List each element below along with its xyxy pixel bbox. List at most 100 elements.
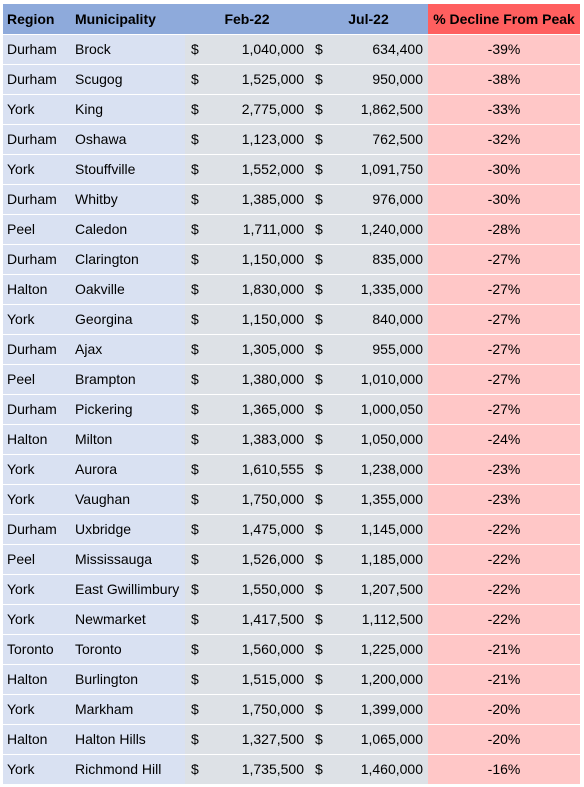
jul-currency-symbol: $ (309, 754, 331, 785)
feb-currency-symbol: $ (185, 574, 207, 605)
decline-percent-cell: -28% (428, 214, 580, 245)
municipality-cell: Richmond Hill (71, 754, 185, 785)
jul-currency-symbol: $ (309, 514, 331, 545)
jul-22-price-cell: 1,112,500 (331, 604, 428, 635)
region-cell: Toronto (3, 634, 71, 665)
feb-22-price-cell: 1,526,000 (207, 544, 309, 575)
feb-currency-symbol: $ (185, 214, 207, 245)
table-body: Durham Brock $1,040,000 $634,400 -39% Durham S… (3, 34, 580, 785)
feb-currency-symbol: $ (185, 544, 207, 575)
decline-percent-cell: -27% (428, 244, 580, 275)
feb-22-price-cell: 1,475,000 (207, 514, 309, 545)
table-row: York King $2,775,000 $1,862,500 -33% (3, 94, 580, 125)
municipality-cell: Oshawa (71, 124, 185, 155)
feb-currency-symbol: $ (185, 664, 207, 695)
municipality-cell: Georgina (71, 304, 185, 335)
feb-22-price-cell: 1,610,555 (207, 454, 309, 485)
decline-percent-cell: -20% (428, 694, 580, 725)
table-row: Durham Whitby $1,385,000 $976,000 -30% (3, 184, 580, 215)
feb-22-price-cell: 1,040,000 (207, 34, 309, 65)
feb-currency-symbol: $ (185, 274, 207, 305)
region-cell: York (3, 454, 71, 485)
table-row: Durham Ajax $1,305,000 $955,000 -27% (3, 334, 580, 365)
decline-percent-cell: -32% (428, 124, 580, 155)
table-row: Halton Burlington $1,515,000 $1,200,000 -21% (3, 664, 580, 695)
region-cell: Peel (3, 214, 71, 245)
feb-22-price-cell: 1,711,000 (207, 214, 309, 245)
feb-currency-symbol: $ (185, 64, 207, 95)
region-cell: Durham (3, 124, 71, 155)
municipality-cell: Scugog (71, 64, 185, 95)
decline-percent-cell: -30% (428, 154, 580, 185)
decline-percent-cell: -20% (428, 724, 580, 755)
header-region: Region (3, 4, 71, 35)
jul-currency-symbol: $ (309, 214, 331, 245)
region-cell: York (3, 304, 71, 335)
region-cell: York (3, 574, 71, 605)
region-cell: Durham (3, 514, 71, 545)
decline-percent-cell: -21% (428, 664, 580, 695)
table-row: York Newmarket $1,417,500 $1,112,500 -22% (3, 604, 580, 635)
jul-22-price-cell: 1,010,000 (331, 364, 428, 395)
municipality-cell: Brampton (71, 364, 185, 395)
feb-22-price-cell: 1,365,000 (207, 394, 309, 425)
feb-22-price-cell: 1,750,000 (207, 484, 309, 515)
jul-22-price-cell: 1,207,500 (331, 574, 428, 605)
feb-22-price-cell: 2,775,000 (207, 94, 309, 125)
table-header: Region Municipality Feb-22 Jul-22 % Decl… (3, 4, 580, 35)
region-cell: York (3, 694, 71, 725)
table-row: York Richmond Hill $1,735,500 $1,460,000 -16… (3, 754, 580, 785)
region-cell: Halton (3, 664, 71, 695)
feb-currency-symbol: $ (185, 154, 207, 185)
municipality-cell: Uxbridge (71, 514, 185, 545)
decline-percent-cell: -27% (428, 364, 580, 395)
table-row: Durham Brock $1,040,000 $634,400 -39% (3, 34, 580, 65)
jul-currency-symbol: $ (309, 574, 331, 605)
region-cell: York (3, 754, 71, 785)
jul-currency-symbol: $ (309, 544, 331, 575)
feb-22-price-cell: 1,305,000 (207, 334, 309, 365)
table-row: York Georgina $1,150,000 $840,000 -27% (3, 304, 580, 335)
feb-22-price-cell: 1,123,000 (207, 124, 309, 155)
municipality-cell: Vaughan (71, 484, 185, 515)
jul-22-price-cell: 1,225,000 (331, 634, 428, 665)
region-cell: Durham (3, 244, 71, 275)
region-cell: Durham (3, 64, 71, 95)
jul-currency-symbol: $ (309, 244, 331, 275)
region-cell: Durham (3, 34, 71, 65)
municipality-cell: Caledon (71, 214, 185, 245)
table-row: Durham Oshawa $1,123,000 $762,500 -32% (3, 124, 580, 155)
feb-22-price-cell: 1,327,500 (207, 724, 309, 755)
municipality-cell: Brock (71, 34, 185, 65)
feb-currency-symbol: $ (185, 124, 207, 155)
municipality-cell: Markham (71, 694, 185, 725)
feb-22-price-cell: 1,525,000 (207, 64, 309, 95)
jul-currency-symbol: $ (309, 184, 331, 215)
decline-percent-cell: -23% (428, 454, 580, 485)
feb-22-price-cell: 1,735,500 (207, 754, 309, 785)
jul-currency-symbol: $ (309, 664, 331, 695)
region-cell: York (3, 154, 71, 185)
municipality-cell: Burlington (71, 664, 185, 695)
jul-currency-symbol: $ (309, 484, 331, 515)
municipality-cell: Whitby (71, 184, 185, 215)
feb-22-price-cell: 1,385,000 (207, 184, 309, 215)
table-row: York Markham $1,750,000 $1,399,000 -20% (3, 694, 580, 725)
jul-22-price-cell: 762,500 (331, 124, 428, 155)
decline-percent-cell: -33% (428, 94, 580, 125)
decline-percent-cell: -30% (428, 184, 580, 215)
municipality-cell: Toronto (71, 634, 185, 665)
table-row: Halton Halton Hills $1,327,500 $1,065,000 -2… (3, 724, 580, 755)
price-decline-table: Region Municipality Feb-22 Jul-22 % Decl… (3, 4, 580, 785)
jul-currency-symbol: $ (309, 274, 331, 305)
jul-22-price-cell: 835,000 (331, 244, 428, 275)
feb-currency-symbol: $ (185, 34, 207, 65)
municipality-cell: Clarington (71, 244, 185, 275)
jul-22-price-cell: 1,335,000 (331, 274, 428, 305)
table-row: York Vaughan $1,750,000 $1,355,000 -23% (3, 484, 580, 515)
region-cell: Durham (3, 184, 71, 215)
feb-22-price-cell: 1,560,000 (207, 634, 309, 665)
feb-currency-symbol: $ (185, 484, 207, 515)
feb-22-price-cell: 1,383,000 (207, 424, 309, 455)
feb-22-price-cell: 1,150,000 (207, 244, 309, 275)
